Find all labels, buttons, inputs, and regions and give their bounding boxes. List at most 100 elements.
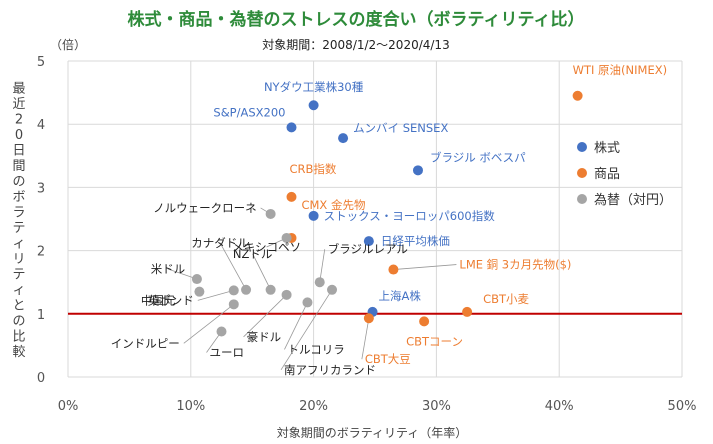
data-label: 日経平均株価 (381, 234, 450, 248)
data-label: 米ドル (151, 262, 186, 276)
data-label: CRB指数 (289, 162, 336, 176)
data-point (191, 274, 202, 285)
data-point (241, 284, 252, 295)
data-label: 豪ドル (247, 330, 281, 344)
data-label: メキシコペソ (232, 240, 301, 254)
y-axis-title-char: テ (12, 221, 25, 236)
leader-line (243, 294, 287, 338)
data-label: ノルウェークローネ (153, 201, 257, 215)
y-tick-label: 1 (37, 308, 45, 323)
data-point (314, 277, 325, 288)
data-point (228, 285, 239, 296)
y-axis-title-char: 較 (12, 345, 25, 360)
data-point (216, 326, 227, 337)
data-label: カナダドル (191, 236, 249, 250)
data-point (363, 313, 374, 324)
data-label: ムンバイ SENSEX (353, 121, 448, 135)
data-point (286, 191, 297, 202)
data-label: 英ポンド (148, 293, 194, 307)
legend-label: 商品 (594, 167, 620, 182)
y-axis-title-char: の (12, 174, 25, 189)
data-label: CBTコーン (406, 334, 463, 348)
data-label: ユーロ (210, 345, 245, 359)
y-axis-title-char: ラ (12, 205, 25, 220)
x-tick-label: 30% (422, 399, 451, 414)
data-label: CBT大豆 (365, 352, 411, 366)
data-label: CBT小麦 (483, 292, 529, 306)
data-label: 上海A株 (379, 289, 422, 303)
data-label: CMX 金先物 (301, 198, 365, 212)
data-point (572, 90, 583, 101)
data-label: トルコリラ (287, 342, 344, 356)
data-label: ブラジル ボベスパ (430, 150, 526, 164)
data-point (228, 299, 239, 310)
y-axis-title-char: 2 (15, 112, 23, 127)
data-label: LME 銅 3カ月先物($) (459, 258, 571, 272)
data-point (388, 264, 399, 275)
data-label: 中国元 (141, 294, 176, 308)
legend-label: 為替（対円） (594, 192, 672, 208)
data-point (194, 286, 205, 297)
y-unit-label: （倍） (50, 37, 86, 52)
leader-line (197, 290, 234, 301)
y-axis-title-char: テ (12, 267, 25, 282)
data-point (419, 316, 430, 327)
data-point (265, 208, 276, 219)
data-point (462, 306, 473, 317)
x-tick-label: 50% (668, 399, 697, 414)
y-tick-label: 2 (37, 245, 45, 260)
x-tick-label: 10% (176, 399, 205, 414)
x-tick-label: 20% (299, 399, 328, 414)
y-axis-title-char: ィ (12, 283, 25, 298)
y-axis-title-char: の (12, 314, 25, 329)
legend-label: 株式 (594, 141, 620, 156)
data-point (338, 133, 349, 144)
data-point (286, 122, 297, 133)
data-point (412, 165, 423, 176)
leader-line (361, 318, 370, 360)
data-point (308, 100, 319, 111)
y-tick-label: 5 (37, 55, 45, 70)
data-point (302, 297, 313, 308)
plot-area: 0% 10% 20% 30% 40% 50% 0 1 2 3 4 5 NYダウ工業株30種 S&P/ASX… (37, 55, 697, 414)
y-tick-label: 3 (37, 181, 45, 196)
y-axis-title-char: リ (12, 252, 25, 267)
leader-line (167, 268, 198, 280)
data-point (281, 289, 292, 300)
chart-title: 株式・商品・為替のストレスの度合い（ボラティリティ比） (128, 9, 585, 30)
y-axis-title-char: 日 (12, 143, 25, 158)
data-label: ストックス・ヨーロッパ600指数 (324, 209, 496, 223)
legend-marker (577, 142, 587, 152)
y-axis-title-char: ボ (12, 190, 25, 205)
y-axis-title-char: と (12, 298, 25, 313)
legend-marker (577, 194, 587, 204)
y-axis-title-char: 0 (15, 128, 23, 143)
y-tick-label: 4 (37, 118, 45, 133)
data-label: ブラジルレアル (328, 242, 408, 256)
leader-line (284, 302, 308, 350)
chart-subtitle: 対象期間：2008/1/2～2020/4/13 (262, 38, 449, 52)
data-point (265, 284, 276, 295)
y-axis-title-char: 間 (12, 159, 25, 174)
data-point (281, 232, 292, 243)
y-axis-title-char: ィ (12, 236, 25, 251)
x-tick-label: 0% (58, 399, 79, 414)
data-label: NZドル (233, 247, 272, 261)
data-label: インドルピー (111, 336, 180, 350)
data-label: 南アフリカランド (284, 363, 376, 377)
legend-marker (577, 168, 587, 178)
leader-line (393, 264, 457, 270)
leader-line (183, 304, 235, 344)
leader-line (319, 249, 326, 283)
leader-line (280, 289, 333, 370)
leader-line (219, 242, 247, 290)
leader-line (252, 253, 271, 290)
x-tick-label: 40% (545, 399, 574, 414)
y-axis-title-char: 近 (12, 97, 25, 112)
y-tick-label: 0 (37, 371, 45, 386)
data-point (327, 284, 338, 295)
data-point (308, 210, 319, 221)
